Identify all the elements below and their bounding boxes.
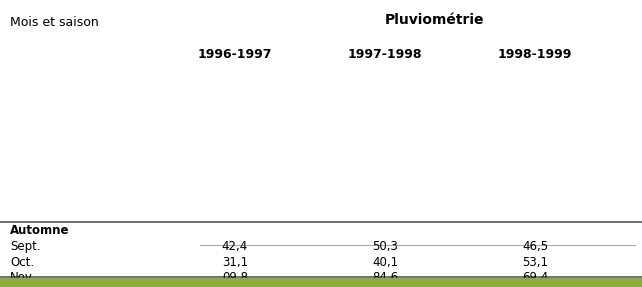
Text: Oct.: Oct.	[10, 255, 34, 269]
Text: 1997-1998: 1997-1998	[348, 49, 422, 61]
Text: 31,1: 31,1	[222, 255, 248, 269]
Text: 1996-1997: 1996-1997	[198, 49, 272, 61]
Text: Sept.: Sept.	[10, 240, 40, 253]
Text: 50,3: 50,3	[372, 240, 398, 253]
Text: 53,1: 53,1	[522, 255, 548, 269]
Text: 84,6: 84,6	[372, 271, 398, 284]
Bar	[0, 278, 642, 287]
Text: 69,4: 69,4	[522, 271, 548, 284]
Text: 46,5: 46,5	[522, 240, 548, 253]
Text: Nov.: Nov.	[10, 271, 36, 284]
Text: 09,8: 09,8	[222, 271, 248, 284]
Text: 1998-1999: 1998-1999	[498, 49, 572, 61]
Text: 42,4: 42,4	[222, 240, 248, 253]
Text: Pluviométrie: Pluviométrie	[385, 13, 485, 27]
Text: 40,1: 40,1	[372, 255, 398, 269]
Text: Automne: Automne	[10, 224, 69, 237]
Text: Mois et saison: Mois et saison	[10, 15, 99, 28]
